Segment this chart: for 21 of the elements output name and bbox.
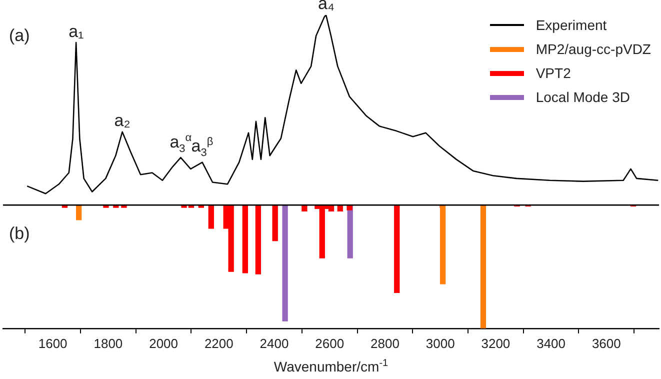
annotation: a₂ (114, 110, 130, 130)
x-tick-label: 2800 (370, 336, 400, 351)
annotation: (a) (9, 26, 30, 45)
x-axis-title: Wavenumber/cm$^{-1}$ (272, 358, 390, 375)
legend-label: Experiment (536, 17, 607, 33)
x-tick-label: 3600 (592, 336, 621, 351)
x-tick-label: 3200 (481, 336, 510, 351)
legend-label: MP2/aug-cc-pVDZ (536, 41, 651, 57)
x-tick-label: 1800 (94, 336, 123, 351)
x-tick-label: 2400 (260, 336, 289, 351)
x-tick-label: 3400 (536, 336, 566, 351)
x-tick-label: 2200 (204, 336, 234, 351)
x-tick-label: 3000 (426, 336, 455, 351)
annotation: a₁ (68, 22, 84, 41)
annotation: (b) (9, 224, 30, 244)
legend-label: Local Mode 3D (536, 89, 630, 105)
x-tick-label: 2600 (315, 336, 344, 351)
legend-label: VPT2 (536, 65, 571, 81)
x-tick-label: 2000 (149, 336, 178, 351)
annotation: a₄ (318, 0, 334, 13)
x-tick-label: 1600 (38, 336, 68, 351)
